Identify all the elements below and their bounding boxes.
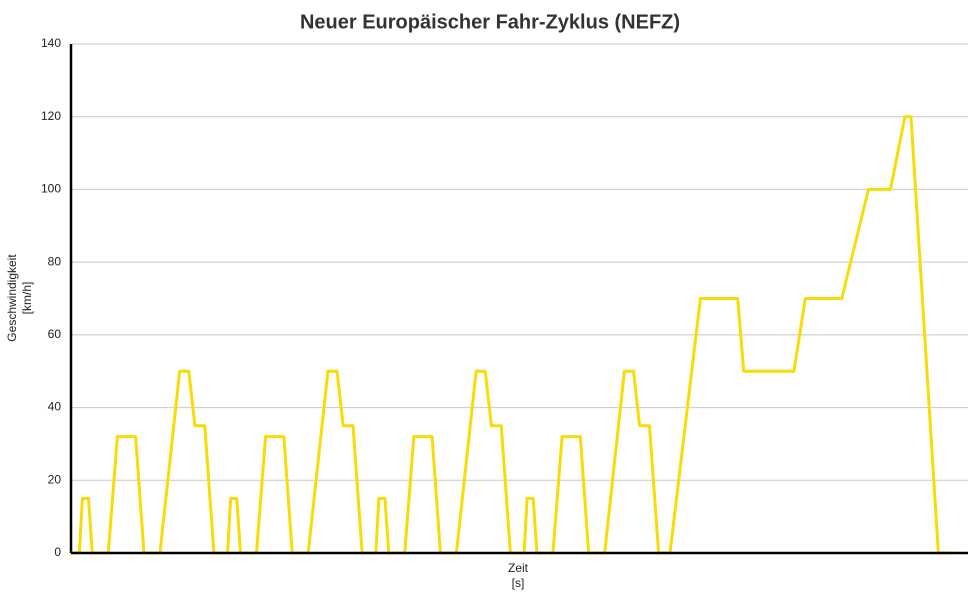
y-tick-label: 60 [48, 327, 62, 341]
y-tick-label: 80 [48, 254, 62, 268]
y-axis-label: Geschwindigkeit [5, 254, 19, 342]
y-axis-label: [km/h] [20, 282, 34, 315]
y-tick-label: 40 [48, 400, 62, 414]
y-tick-label: 0 [54, 545, 61, 559]
x-axis-label: Zeit [508, 561, 529, 575]
x-axis-label: [s] [512, 576, 525, 590]
y-tick-label: 120 [41, 109, 61, 123]
y-tick-label: 140 [41, 36, 61, 50]
chart-title: Neuer Europäischer Fahr-Zyklus (NEFZ) [300, 11, 680, 33]
y-tick-label: 20 [48, 472, 62, 486]
y-tick-label: 100 [41, 182, 61, 196]
